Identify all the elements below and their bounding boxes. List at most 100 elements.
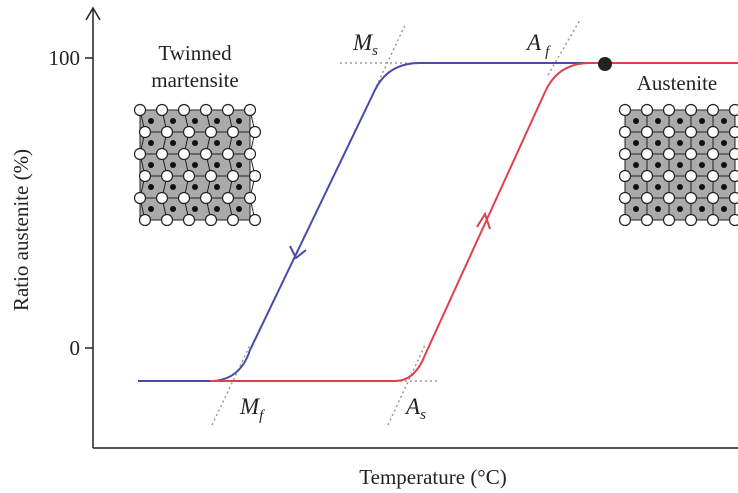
lattice-part [214, 118, 220, 124]
as-label: As [404, 394, 426, 423]
phase-label: Austenite [637, 71, 717, 95]
lattice-part [684, 169, 698, 183]
lattice-part [243, 147, 257, 161]
lattice-part [155, 103, 169, 117]
y-tick-label: 100 [49, 46, 81, 70]
lattice-part [728, 103, 738, 117]
lattice-part [640, 147, 654, 161]
lattice-part [155, 191, 169, 205]
lattice-part [221, 191, 235, 205]
heating-arrow [476, 211, 491, 230]
lattice-part [170, 140, 176, 146]
lattice-part [226, 125, 240, 139]
lattice-part [199, 147, 213, 161]
lattice-part [214, 184, 220, 190]
lattice-part [706, 213, 720, 227]
lattice-part [655, 118, 661, 124]
lattice-part [236, 206, 242, 212]
lattice-part [243, 103, 257, 117]
lattice-part [177, 191, 191, 205]
lattice-part [214, 162, 220, 168]
lattice-part [248, 169, 262, 183]
ms-label: Ms [352, 30, 378, 59]
lattice-part [684, 147, 698, 161]
lattice-part [226, 213, 240, 227]
lattice-part [677, 162, 683, 168]
lattice-part [221, 103, 235, 117]
lattice-part [728, 191, 738, 205]
lattice-part [677, 118, 683, 124]
lattice-part [655, 162, 661, 168]
lattice-part [160, 125, 174, 139]
lattice-part [133, 103, 147, 117]
lattice-part [640, 169, 654, 183]
lattice-part [236, 140, 242, 146]
lattices [133, 103, 738, 227]
lattice-part [204, 125, 218, 139]
lattice-part [160, 213, 174, 227]
y-axis-label: Ratio austenite (%) [9, 149, 33, 311]
lattice-part [640, 191, 654, 205]
lattice-part [236, 162, 242, 168]
lattice-part [699, 184, 705, 190]
lattice-part [148, 118, 154, 124]
lattice-part [182, 125, 196, 139]
lattice-part [662, 213, 676, 227]
lattice-part [721, 140, 727, 146]
end-point [598, 57, 612, 71]
lattice-part [618, 103, 632, 117]
lattice-part [706, 147, 720, 161]
lattice-part [684, 213, 698, 227]
lattice-part [192, 184, 198, 190]
lattice-part [640, 125, 654, 139]
lattice-part [192, 206, 198, 212]
lattice-part [155, 147, 169, 161]
lattice-part [192, 118, 198, 124]
lattice-part [662, 125, 676, 139]
phase-label: martensite [151, 68, 238, 92]
lattice-part [721, 206, 727, 212]
lattice-part [226, 169, 240, 183]
lattice-part [706, 169, 720, 183]
lattice-part [662, 169, 676, 183]
lattice-part [214, 206, 220, 212]
mf-label: Mf [239, 394, 265, 424]
lattice-part [170, 184, 176, 190]
lattice-part [684, 191, 698, 205]
lattice-part [699, 118, 705, 124]
heating-curve [210, 62, 738, 382]
lattice-part [728, 213, 738, 227]
lattice-part [655, 184, 661, 190]
lattice-part [618, 191, 632, 205]
lattice-part [706, 103, 720, 117]
lattice-part [236, 184, 242, 190]
lattice-part [721, 162, 727, 168]
lattice-part [199, 191, 213, 205]
lattice-part [221, 147, 235, 161]
lattice-part [633, 118, 639, 124]
lattice-part [662, 147, 676, 161]
lattice-part [618, 147, 632, 161]
lattice-part [640, 103, 654, 117]
lattice-part [655, 206, 661, 212]
lattice-part [699, 162, 705, 168]
lattice-part [633, 184, 639, 190]
lattice-part [618, 169, 632, 183]
y-tick-label: 0 [70, 336, 81, 360]
lattice-part [721, 118, 727, 124]
lattice-part [199, 103, 213, 117]
lattice-part [177, 147, 191, 161]
lattice-part [662, 103, 676, 117]
lattice-part [214, 140, 220, 146]
lattice-part [148, 184, 154, 190]
lattice-part [677, 184, 683, 190]
lattice-part [640, 213, 654, 227]
lattice-part [248, 213, 262, 227]
lattice-part [170, 118, 176, 124]
lattice-part [728, 169, 738, 183]
lattice-part [633, 162, 639, 168]
lattice-part [706, 125, 720, 139]
lattice-part [243, 191, 257, 205]
cooling-arrow [289, 245, 307, 260]
